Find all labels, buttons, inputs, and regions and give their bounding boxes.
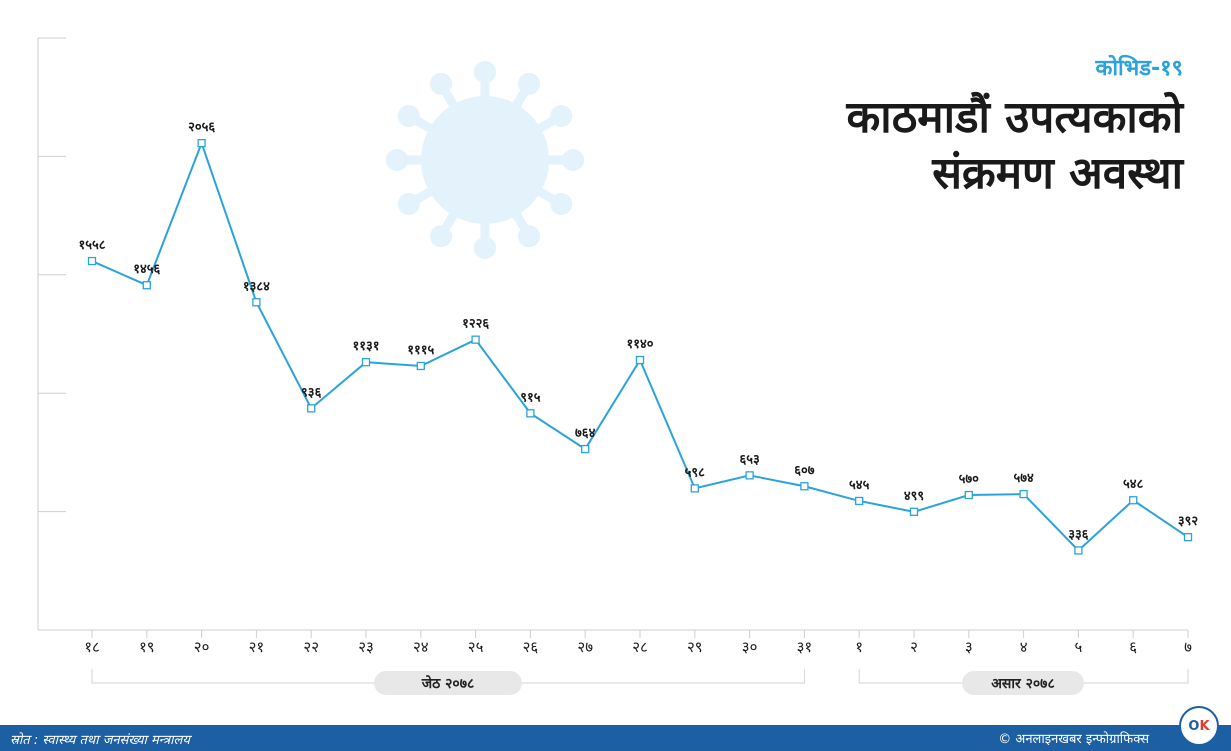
data-label: १११५	[407, 343, 434, 358]
page-title: काठमाडौं उपत्यकाको संक्रमण अवस्था	[847, 90, 1183, 202]
data-point	[800, 482, 809, 491]
source-text: स्रोत : स्वास्थ्य तथा जनसंख्या मन्त्रालय	[10, 733, 190, 748]
x-tick-label: ३	[965, 638, 973, 656]
data-label: १५५८	[78, 238, 105, 253]
x-tick-label: २१	[249, 638, 265, 656]
data-label: १२२६	[462, 317, 489, 332]
data-label: ३३६	[1068, 527, 1089, 542]
data-label: २०५६	[188, 120, 215, 135]
data-label: ९१५	[520, 390, 541, 405]
x-tick-label: २८	[632, 638, 648, 656]
x-tick-label: ५	[1074, 638, 1082, 656]
data-point	[252, 298, 261, 307]
data-label: ५७०	[959, 472, 980, 487]
data-point	[1019, 489, 1028, 499]
month-label-jestha: जेठ २०७८	[374, 671, 522, 695]
data-point	[142, 281, 151, 290]
data-point	[855, 496, 864, 506]
x-tick-label: ३०	[742, 638, 758, 656]
data-point	[526, 409, 535, 418]
data-point	[690, 484, 699, 493]
x-tick-label: १	[855, 638, 863, 656]
data-label: ९३६	[301, 385, 322, 400]
data-label: १३८४	[243, 279, 270, 294]
data-label: ११४०	[626, 337, 653, 352]
data-point	[1074, 546, 1083, 555]
data-label: ५४५	[849, 478, 870, 493]
x-tick-label: ४	[1020, 638, 1028, 656]
data-label: ६५३	[739, 452, 760, 467]
data-point	[635, 355, 645, 365]
data-label: ५७४	[1013, 471, 1034, 486]
title-line-1: काठमाडौं उपत्यकाको	[846, 92, 1183, 143]
data-label: ५४८	[1123, 477, 1144, 492]
footer: स्रोत : स्वास्थ्य तथा जनसंख्या मन्त्रालय…	[0, 725, 1231, 751]
x-tick-label: ६	[1129, 638, 1137, 656]
x-tick-label: २३	[358, 638, 374, 656]
x-tick-label: ७	[1184, 638, 1192, 656]
x-tick-label: २५	[468, 638, 484, 656]
data-point	[745, 471, 754, 480]
data-label: ३९२	[1178, 514, 1199, 529]
data-point	[964, 490, 973, 500]
month-label-asar: असार २०७८	[962, 671, 1084, 695]
x-tick-label: २६	[523, 638, 539, 656]
data-label: १४५६	[133, 262, 160, 277]
title-line-2: संक्रमण अवस्था	[932, 148, 1183, 199]
data-label: ५९८	[685, 465, 706, 480]
data-point	[581, 444, 590, 454]
data-point	[1129, 496, 1138, 505]
data-point	[307, 404, 316, 413]
data-point	[1183, 533, 1193, 542]
data-label: ७६४	[575, 426, 596, 441]
data-label: ६०७	[794, 463, 815, 478]
virus-decoration-icon	[386, 61, 584, 259]
data-point	[361, 358, 371, 367]
data-point	[87, 256, 97, 266]
x-tick-label: २२	[303, 638, 319, 656]
x-tick-label: २९	[687, 638, 703, 656]
x-tick-label: २०	[194, 638, 210, 656]
data-point	[416, 361, 425, 371]
data-label: ४९९	[904, 489, 924, 504]
x-tick-label: १८	[84, 638, 100, 656]
x-tick-label: १९	[139, 638, 155, 656]
x-tick-label: २७	[577, 638, 593, 656]
x-tick-label: २४	[413, 638, 429, 656]
data-point	[197, 138, 206, 148]
data-label: ११३१	[352, 339, 379, 354]
data-point	[471, 335, 480, 344]
data-point	[909, 507, 919, 516]
x-tick-label: ३१	[797, 638, 813, 656]
kicker-label: कोभिड-१९	[1095, 56, 1183, 81]
x-tick-label: २	[910, 638, 918, 656]
credit-text: © अनलाइनखबर इन्फोग्राफिक्स	[998, 732, 1149, 747]
